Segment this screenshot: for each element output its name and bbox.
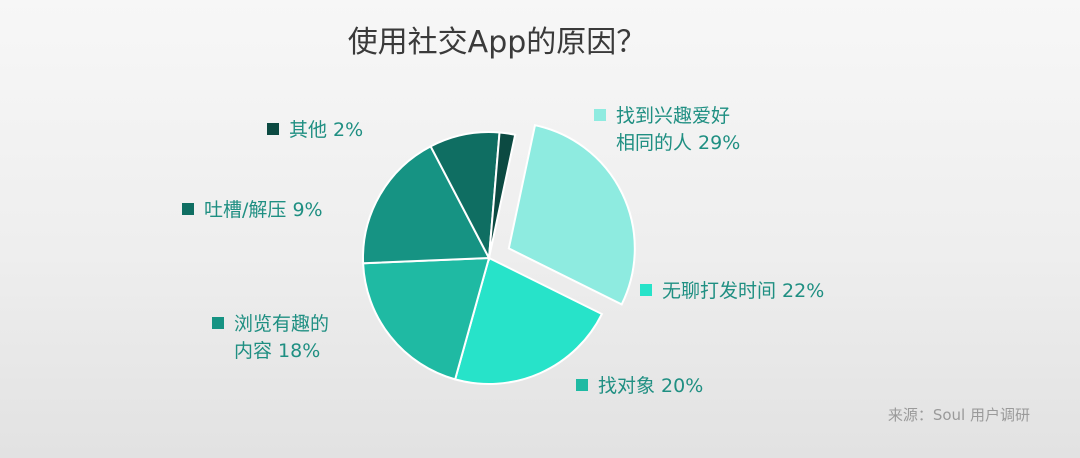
- legend-swatch: [594, 109, 606, 121]
- pie-slice: [362, 144, 491, 265]
- pie-slice: [507, 123, 636, 306]
- source-note: 来源：Soul 用户调研: [888, 406, 1030, 424]
- slice-label: 找到兴趣爱好: [616, 105, 730, 127]
- slice-label: 浏览有趣的: [234, 313, 329, 335]
- slice-label: 吐槽/解压 9%: [204, 199, 323, 221]
- slice-label: 内容 18%: [234, 340, 320, 362]
- pie-slice: [362, 256, 491, 381]
- chart-title: 使用社交App的原因？: [348, 25, 647, 60]
- legend-swatch: [640, 284, 652, 296]
- pie-slice: [453, 256, 604, 385]
- slice-label: 无聊打发时间 22%: [662, 280, 824, 302]
- legend-swatch: [212, 317, 224, 329]
- legend-swatch: [576, 379, 588, 391]
- slice-label: 找对象 20%: [598, 375, 703, 397]
- legend-swatch: [182, 203, 194, 215]
- pie-slice: [488, 131, 517, 259]
- slice-label: 相同的人 29%: [616, 132, 740, 154]
- legend-swatch: [267, 123, 279, 135]
- slice-label: 其他 2%: [289, 119, 363, 141]
- pie-slices: [362, 123, 636, 385]
